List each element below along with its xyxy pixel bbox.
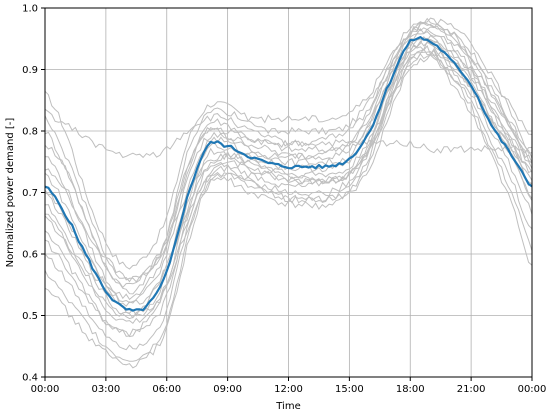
profile-line: [44, 53, 533, 337]
x-tick-label: 18:00: [396, 384, 425, 395]
y-tick-label: 0.7: [22, 188, 38, 199]
x-tick-label: 12:00: [274, 384, 303, 395]
x-tick-label: 15:00: [335, 384, 364, 395]
profile-line: [44, 53, 533, 369]
profile-line: [44, 28, 533, 307]
profile-line: [44, 22, 533, 283]
mean-line-group: [44, 36, 533, 312]
profile-line: [44, 40, 533, 338]
profile-line: [44, 47, 533, 305]
mean-line: [44, 36, 533, 312]
profile-line: [44, 17, 533, 295]
profile-line: [44, 108, 533, 159]
y-tick-label: 0.6: [22, 250, 38, 261]
profile-line: [44, 21, 533, 283]
profile-line: [44, 23, 533, 270]
profile-line: [44, 30, 533, 301]
x-tick-label: 03:00: [91, 384, 120, 395]
y-tick-label: 1.0: [22, 4, 38, 15]
x-tick-label: 06:00: [152, 384, 181, 395]
x-tick-label: 09:00: [213, 384, 242, 395]
y-axis-label: Normalized power demand [-]: [5, 118, 16, 268]
profile-line: [44, 45, 533, 351]
profile-lines: [44, 17, 533, 369]
x-tick-label: 21:00: [457, 384, 486, 395]
x-axis-label: Time: [275, 401, 300, 412]
profile-line: [44, 35, 533, 317]
x-tick-label: 00:00: [518, 384, 547, 395]
x-tick-label: 00:00: [31, 384, 60, 395]
x-axis-ticks: 00:00 03:00 06:00 09:00 12:00 15:00 18:00 21:00…: [31, 377, 547, 395]
y-tick-label: 0.9: [22, 65, 38, 76]
y-axis-ticks: 0.4 0.5 0.6 0.7 0.8 0.9 1.0: [22, 4, 45, 384]
y-tick-label: 0.4: [22, 373, 38, 384]
y-tick-label: 0.5: [22, 311, 38, 322]
y-tick-label: 0.8: [22, 127, 38, 138]
